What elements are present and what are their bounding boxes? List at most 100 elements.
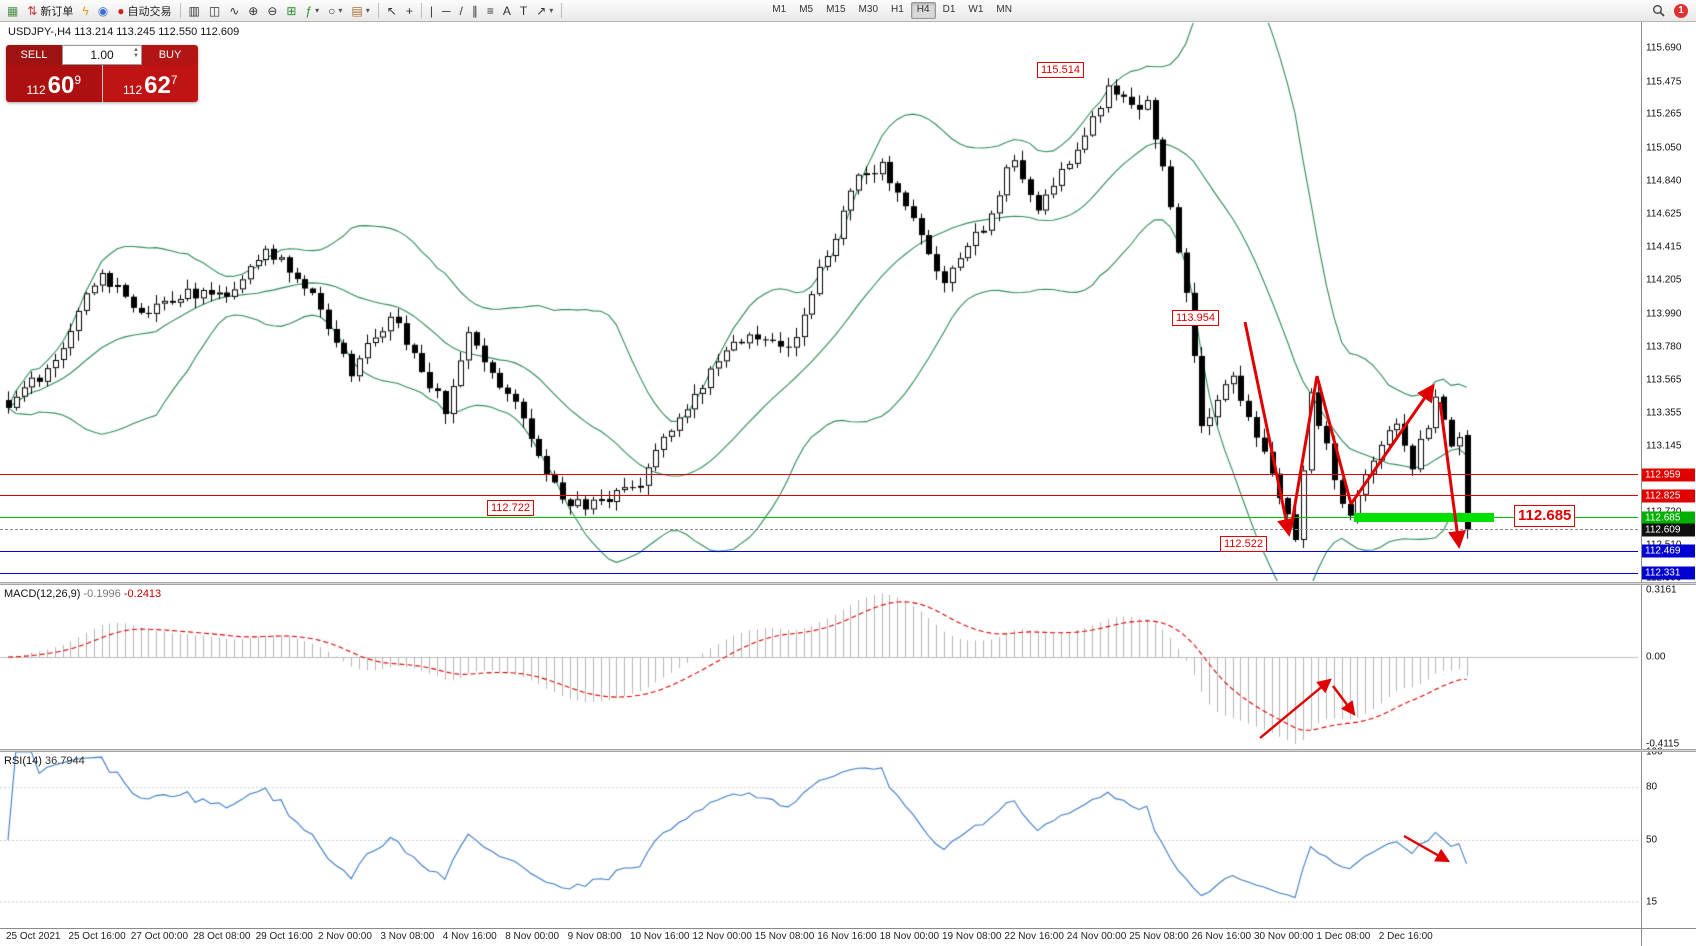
rsi-axis-label: 50 — [1646, 834, 1658, 846]
notification-badge[interactable]: 1 — [1674, 3, 1688, 18]
price-annotation-115.514[interactable]: 115.514 — [1037, 62, 1084, 78]
horizontal-line-112.331[interactable] — [0, 572, 1638, 574]
zoom-in-button[interactable]: ⊕ — [244, 2, 262, 20]
spinner-up-icon[interactable]: ▲ — [133, 47, 139, 53]
price-axis: 115.690 115.475 115.265 115.050 114.840 114.6… — [1641, 22, 1696, 946]
dropdown-caret-icon[interactable]: ▾ — [315, 6, 320, 15]
price-annotation-112.685[interactable]: 112.685 — [1514, 505, 1576, 527]
one-click-trading-panel: SELL 1.00 ▲ ▼ BUY 112 60 9 112 62 7 — [6, 45, 198, 102]
timeframe-mn-button[interactable]: MN — [996, 4, 1012, 15]
dropdown-caret-icon[interactable]: ▾ — [365, 6, 370, 15]
line-chart-button[interactable]: ∿ — [225, 2, 243, 20]
time-axis-label: 30 Nov 00:00 — [1254, 931, 1314, 942]
autotrading-label: 自动交易 — [127, 5, 172, 18]
volume-input[interactable]: 1.00 ▲ ▼ — [62, 45, 142, 65]
zoom-out-button[interactable]: ⊖ — [263, 2, 281, 20]
fibonacci-icon: ≡ — [486, 3, 494, 18]
price-annotation-112.722[interactable]: 112.722 — [487, 500, 534, 516]
price-axis-label: 115.690 — [1646, 42, 1682, 54]
autotrading-button[interactable]: ● 自动交易 — [113, 2, 175, 20]
timeframe-d1-button[interactable]: D1 — [942, 4, 956, 15]
time-axis-label: 27 Oct 00:00 — [130, 931, 189, 942]
text-label-button[interactable]: T — [516, 2, 531, 20]
text-button[interactable]: A — [499, 2, 515, 20]
timeframe-m30-button[interactable]: M30 — [858, 4, 878, 15]
price-annotation-113.954[interactable]: 113.954 — [1172, 310, 1219, 326]
sell-button[interactable]: SELL — [6, 45, 62, 65]
chart-ohlc-values: 113.214 113.245 112.550 112.609 — [74, 26, 240, 38]
periods-button[interactable]: ○ ▾ — [324, 2, 346, 20]
cursor-button[interactable]: ↖ — [383, 2, 401, 20]
price-axis-label: 115.265 — [1646, 108, 1682, 120]
price-axis-label: 113.780 — [1646, 341, 1682, 353]
time-axis-label: 12 Nov 00:00 — [692, 931, 752, 942]
timeframe-h1-button[interactable]: H1 — [891, 4, 904, 15]
timeframe-h4-button[interactable]: H4 — [910, 2, 936, 19]
toolbar-separator — [179, 3, 181, 18]
new-order-button[interactable]: ⇅ 新订单 — [23, 2, 77, 20]
trade-panel-prices: 112 60 9 112 62 7 — [6, 65, 198, 102]
equidistant-channel-button[interactable]: ∥ — [468, 2, 482, 20]
price-axis-label: 114.205 — [1646, 274, 1682, 286]
rsi-value: 36.7944 — [44, 755, 85, 767]
crosshair-button[interactable]: + — [402, 2, 417, 20]
toolbar-group-objects: | ─ / ∥ ≡ A T ↗ ▾ — [426, 2, 557, 20]
price-axis-marker: 112.469 — [1642, 544, 1695, 558]
buy-price-display[interactable]: 112 62 7 — [102, 65, 198, 102]
rsi-axis-label: 80 — [1646, 781, 1658, 793]
new-chart-icon: ▦ — [7, 3, 19, 18]
text-icon: A — [502, 3, 511, 18]
dropdown-caret-icon[interactable]: ▾ — [549, 6, 554, 15]
chart-symbol-period: USDJPY-,H4 — [8, 26, 72, 38]
horizontal-line-112.959[interactable] — [0, 474, 1638, 476]
tile-windows-button[interactable]: ⊞ — [282, 2, 300, 20]
time-axis-label: 8 Nov 00:00 — [505, 931, 560, 942]
panel-separator[interactable] — [0, 749, 1696, 752]
search-icon[interactable] — [1648, 2, 1669, 20]
time-axis-label: 29 Oct 16:00 — [255, 931, 313, 942]
candlestick-chart-button[interactable]: ◫ — [205, 2, 224, 20]
market-button[interactable]: ◉ — [94, 2, 112, 20]
templates-button[interactable]: ▤ ▾ — [347, 2, 373, 20]
horizontal-line-112.469[interactable] — [0, 550, 1638, 552]
macd-axis-label: -0.4115 — [1646, 738, 1680, 750]
horizontal-line-button[interactable]: ─ — [438, 2, 455, 20]
panel-separator[interactable] — [0, 582, 1696, 585]
main-toolbar: ▦ ⇅ 新订单 ϟ ◉ ● 自动交易 ▥ ◫ ∿ ⊕ ⊖ ⊞ ƒ ▾ ○ ▾ ▤ ▾ ↖ + | ─ / ∥ ≡ A T ↗ ▾ M… — [0, 0, 1696, 22]
trendline-button[interactable]: / — [455, 2, 466, 20]
buy-button[interactable]: BUY — [142, 45, 198, 65]
arrows-tool-button[interactable]: ↗ ▾ — [532, 2, 557, 20]
timeframe-m15-button[interactable]: M15 — [826, 4, 846, 15]
sell-price-prefix: 112 — [26, 83, 46, 97]
timeframe-m5-button[interactable]: M5 — [799, 4, 814, 15]
timeframe-w1-button[interactable]: W1 — [968, 4, 984, 15]
support-zone-highlight[interactable] — [1354, 513, 1494, 522]
new-chart-button[interactable]: ▦ — [3, 2, 22, 20]
chart-ohlc-info: USDJPY-,H4 113.214 113.245 112.550 112.6… — [8, 26, 239, 38]
zoom-out-icon: ⊖ — [267, 3, 278, 18]
vertical-line-button[interactable]: | — [426, 2, 437, 20]
timeframe-m1-button[interactable]: M1 — [772, 4, 787, 15]
time-axis-border — [0, 928, 1696, 929]
templates-icon: ▤ — [351, 3, 363, 18]
metaeditor-button[interactable]: ϟ — [78, 2, 92, 20]
indicators-button[interactable]: ƒ ▾ — [301, 2, 323, 20]
fibonacci-button[interactable]: ≡ — [483, 2, 498, 20]
buy-price-prefix: 112 — [122, 83, 143, 97]
volume-spinner[interactable]: ▲ ▼ — [133, 47, 139, 59]
sell-price-display[interactable]: 112 60 9 — [6, 65, 103, 102]
price-annotation-112.522[interactable]: 112.522 — [1220, 536, 1267, 552]
time-axis-label: 10 Nov 16:00 — [630, 931, 690, 942]
horizontal-line-112.609[interactable] — [0, 529, 1638, 531]
candlestick-chart-icon: ◫ — [208, 3, 221, 18]
horizontal-line-112.825[interactable] — [0, 495, 1638, 497]
dropdown-caret-icon[interactable]: ▾ — [338, 6, 343, 15]
new-order-icon: ⇅ — [27, 3, 38, 18]
horizontal-line-112.685[interactable] — [0, 517, 1638, 519]
time-axis-label: 4 Nov 16:00 — [442, 931, 497, 942]
spinner-down-icon[interactable]: ▼ — [133, 53, 139, 59]
time-axis-label: 16 Nov 16:00 — [817, 931, 877, 942]
bar-chart-button[interactable]: ▥ — [185, 2, 204, 20]
autotrading-icon: ● — [117, 3, 125, 18]
